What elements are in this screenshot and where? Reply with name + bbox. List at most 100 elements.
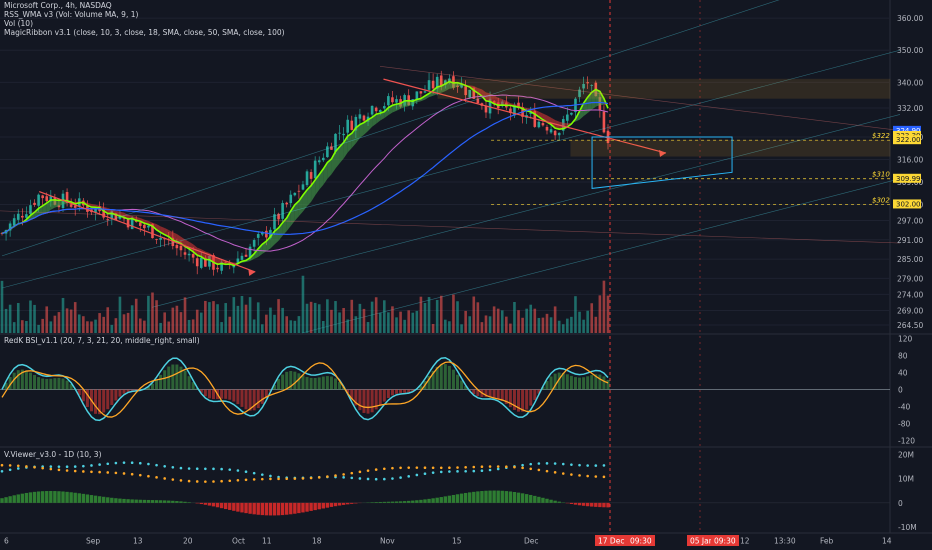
volume-bar xyxy=(220,322,223,333)
candle-body xyxy=(281,203,284,219)
volume-bar xyxy=(391,306,394,333)
bsi-histogram-bar xyxy=(187,376,191,390)
viewer-orange-dot xyxy=(65,469,69,472)
bsi-histogram-bar xyxy=(8,377,12,390)
viewer-cyan-dot xyxy=(155,463,158,467)
candle-body xyxy=(159,237,162,240)
viewer-cyan-dot xyxy=(122,461,126,464)
viewer-cyan-dot xyxy=(521,463,524,467)
bsi-histogram-bar xyxy=(313,377,317,390)
viewer-histogram-bar xyxy=(346,502,350,505)
bsi-histogram-bar xyxy=(488,389,492,398)
viewer-histogram-bar xyxy=(329,502,334,507)
viewer-cyan-dot xyxy=(260,473,264,476)
viewer-orange-dot xyxy=(49,467,53,471)
volume-bar xyxy=(456,301,459,333)
volume-bar xyxy=(370,301,374,333)
viewer-histogram-bar xyxy=(394,501,399,503)
volume-bar xyxy=(334,301,337,333)
candle-body xyxy=(350,120,354,130)
chart-legend[interactable]: Microsoft Corp., 4h, NASDAQ RSS_WMA v3 (… xyxy=(4,1,285,37)
viewer-orange-dot xyxy=(155,476,158,479)
ribbon-fill xyxy=(58,200,64,207)
volume-bar xyxy=(313,302,317,333)
viewer-cyan-dot xyxy=(496,467,500,471)
viewer-orange-dot xyxy=(138,473,142,477)
viewer-orange-dot xyxy=(448,466,451,470)
candle-body xyxy=(240,255,244,260)
candle-body xyxy=(130,217,134,230)
viewer-histogram-bar xyxy=(134,499,138,503)
time-label-bg xyxy=(711,535,739,546)
candle-body xyxy=(285,202,288,205)
volume-viewer-pane[interactable] xyxy=(0,461,890,516)
bsi-histogram-bar xyxy=(134,389,138,391)
volume-bar xyxy=(545,313,549,333)
ribbon-fill xyxy=(498,97,503,106)
bsi-histogram-bar xyxy=(460,380,464,390)
candle-body xyxy=(427,80,431,90)
indicator-vol[interactable]: Vol (10) xyxy=(4,19,34,28)
bsi-label[interactable]: RedK BSI_v1.1 (20, 7, 3, 21, 20, middle_… xyxy=(4,336,200,345)
candle-body xyxy=(517,102,520,109)
bsi-histogram-bar xyxy=(537,389,541,394)
volume-bar xyxy=(151,292,154,333)
volume-bar xyxy=(216,304,219,333)
price-axis[interactable]: 264.50 269.00 274.00 279.00 285.00 291.00 297.… xyxy=(893,14,923,532)
viewer-orange-dot xyxy=(570,473,573,476)
viewer-histogram-bar xyxy=(61,491,65,503)
bsi-histogram-bar xyxy=(561,372,565,390)
viewer-histogram-bar xyxy=(130,499,134,503)
bsi-histogram-bar xyxy=(476,389,480,397)
indicator-magic-ribbon[interactable]: MagicRibbon v3.1 (close, 10, 3, close, 1… xyxy=(4,28,285,37)
bsi-pane[interactable] xyxy=(0,356,890,422)
viewer-orange-dot xyxy=(260,477,264,481)
viewer-cyan-dot xyxy=(464,469,467,473)
price-pane[interactable]: $322 $310 $302 xyxy=(0,0,901,533)
viewer-histogram-bar xyxy=(423,499,427,503)
volume-bar xyxy=(529,304,533,333)
viewer-cyan-dot xyxy=(399,476,402,479)
viewer-cyan-dot xyxy=(90,464,93,467)
viewer-histogram-bar xyxy=(24,492,29,503)
bsi-histogram-bar xyxy=(512,389,516,410)
viewer-cyan-dot xyxy=(195,467,199,471)
bsi-histogram-bar xyxy=(439,364,443,390)
candle-body xyxy=(191,254,195,258)
time-tick-label: Oct xyxy=(232,537,245,546)
bsi-histogram-bar xyxy=(183,370,187,390)
candle-body xyxy=(387,96,390,106)
bsi-legend[interactable]: RedK BSI_v1.1 (20, 7, 3, 21, 20, middle_… xyxy=(4,336,200,345)
viewer-orange-dot xyxy=(456,466,459,469)
viewer-histogram-bar xyxy=(463,492,468,503)
price-tick-label: 332.00 xyxy=(897,104,923,113)
bsi-histogram-bar xyxy=(272,384,276,390)
ribbon-fill xyxy=(502,99,507,106)
candle-body xyxy=(342,133,345,136)
viewer-orange-dot xyxy=(537,468,541,472)
viewer-legend[interactable]: V.Viewer_v3.0 - 1D (10, 3) xyxy=(4,450,102,459)
bsi-histogram-bar xyxy=(41,378,45,390)
viewer-histogram-bar xyxy=(520,493,525,503)
viewer-orange-dot xyxy=(472,465,476,469)
volume-bar xyxy=(77,314,81,333)
candle-body xyxy=(590,85,594,86)
symbol-title[interactable]: Microsoft Corp., 4h, NASDAQ xyxy=(4,1,112,10)
candle-body xyxy=(358,114,362,119)
candle-body xyxy=(69,204,73,207)
viewer-orange-dot xyxy=(82,470,85,473)
viewer-histogram-bar xyxy=(264,502,269,516)
viewer-cyan-dot xyxy=(448,470,451,473)
ribbon-fill xyxy=(172,232,177,242)
volume-bar xyxy=(285,316,288,333)
resistance-zone xyxy=(437,78,891,99)
bsi-tick-label: 120 xyxy=(898,334,913,343)
bsi-histogram-bar xyxy=(122,389,126,394)
candle-body xyxy=(256,234,260,238)
viewer-label[interactable]: V.Viewer_v3.0 - 1D (10, 3) xyxy=(4,450,102,459)
volume-bar xyxy=(468,316,472,333)
indicator-rss-wma[interactable]: RSS_WMA v3 (Vol: Volume MA, 9, 1) xyxy=(4,10,139,19)
viewer-cyan-dot xyxy=(431,471,435,474)
